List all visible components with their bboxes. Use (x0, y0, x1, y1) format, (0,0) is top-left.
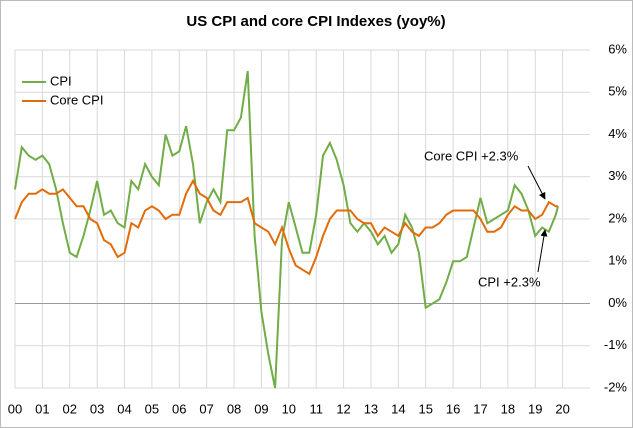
x-tick-label: 07 (199, 401, 213, 416)
x-tick-label: 01 (35, 401, 49, 416)
annotation-arrow (537, 229, 548, 273)
annotation: Core CPI +2.3% (424, 148, 519, 163)
y-tick-label: 6% (608, 41, 627, 56)
series-line (14, 178, 558, 276)
legend-label: CPI (50, 73, 72, 88)
x-tick-label: 12 (336, 401, 350, 416)
x-tick-label: 13 (364, 401, 378, 416)
x-tick-label: 06 (172, 401, 186, 416)
x-tick-label: 08 (227, 401, 241, 416)
x-tick-label: 18 (501, 401, 515, 416)
x-tick-label: 15 (418, 401, 432, 416)
x-tick-label: 16 (446, 401, 460, 416)
y-tick-label: 5% (608, 84, 627, 99)
x-tick-label: 19 (528, 401, 542, 416)
x-tick-label: 05 (145, 401, 159, 416)
x-tick-label: 04 (117, 401, 131, 416)
chart-title: US CPI and core CPI Indexes (yoy%) (186, 13, 445, 30)
x-tick-label: 00 (8, 401, 22, 416)
x-tick-label: 02 (63, 401, 77, 416)
series-line (14, 70, 559, 389)
x-tick-label: 17 (473, 401, 487, 416)
y-tick-label: 1% (608, 253, 627, 268)
annotation: CPI +2.3% (478, 274, 541, 289)
legend-label: Core CPI (50, 92, 103, 107)
y-tick-label: 2% (608, 210, 627, 225)
x-tick-label: 14 (391, 401, 405, 416)
x-tick-label: 09 (254, 401, 268, 416)
x-tick-label: 03 (90, 401, 104, 416)
x-tick-label: 10 (282, 401, 296, 416)
x-tick-label: 20 (555, 401, 569, 416)
y-tick-label: 3% (608, 168, 627, 183)
y-tick-label: -1% (604, 337, 628, 352)
y-tick-label: 0% (608, 295, 627, 310)
y-tick-label: -2% (604, 379, 628, 394)
annotation-arrow (527, 165, 546, 200)
y-tick-label: 4% (608, 126, 627, 141)
x-tick-label: 11 (309, 401, 323, 416)
